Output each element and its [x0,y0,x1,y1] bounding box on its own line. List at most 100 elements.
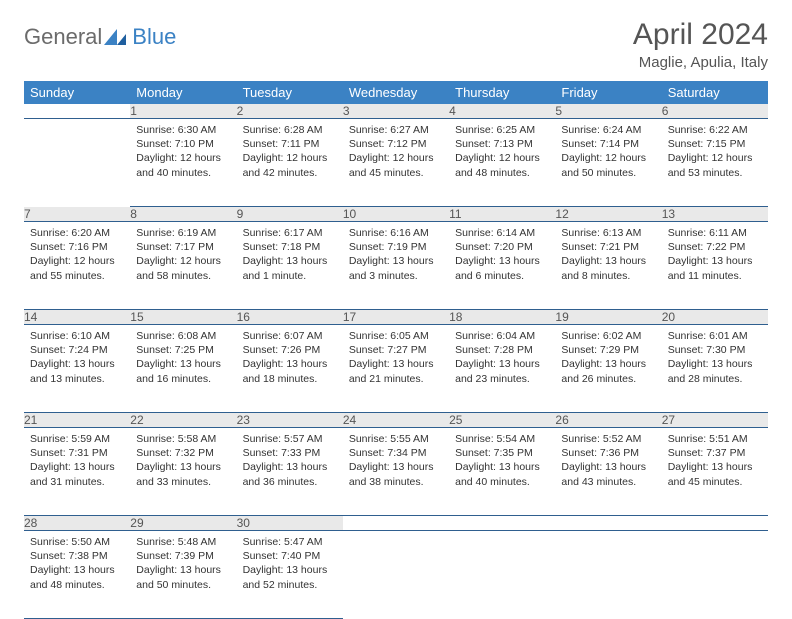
logo-mark-icon [104,27,130,47]
day-number-cell: 5 [555,104,661,119]
day-number-cell: 9 [237,207,343,222]
day-content-row: Sunrise: 5:50 AM Sunset: 7:38 PM Dayligh… [24,531,768,619]
day-number-cell: 25 [449,413,555,428]
day-cell: Sunrise: 5:48 AM Sunset: 7:39 PM Dayligh… [130,531,236,619]
day-content-text: Sunrise: 5:59 AM Sunset: 7:31 PM Dayligh… [24,428,130,495]
day-cell: Sunrise: 6:17 AM Sunset: 7:18 PM Dayligh… [237,222,343,310]
day-number-cell: 10 [343,207,449,222]
day-cell: Sunrise: 6:11 AM Sunset: 7:22 PM Dayligh… [662,222,768,310]
day-number-cell: 27 [662,413,768,428]
day-number-cell: 20 [662,310,768,325]
day-cell: Sunrise: 6:27 AM Sunset: 7:12 PM Dayligh… [343,119,449,207]
day-number-cell: 12 [555,207,661,222]
weekday-header: Saturday [662,81,768,104]
title-block: April 2024 Maglie, Apulia, Italy [633,18,768,71]
day-content-row: Sunrise: 6:30 AM Sunset: 7:10 PM Dayligh… [24,119,768,207]
day-number-cell [555,516,661,531]
day-number-cell: 13 [662,207,768,222]
weekday-header: Sunday [24,81,130,104]
day-content-text: Sunrise: 6:16 AM Sunset: 7:19 PM Dayligh… [343,222,449,289]
day-cell: Sunrise: 5:54 AM Sunset: 7:35 PM Dayligh… [449,428,555,516]
day-cell: Sunrise: 6:07 AM Sunset: 7:26 PM Dayligh… [237,325,343,413]
day-cell [24,119,130,207]
day-cell: Sunrise: 6:16 AM Sunset: 7:19 PM Dayligh… [343,222,449,310]
day-content-text: Sunrise: 6:10 AM Sunset: 7:24 PM Dayligh… [24,325,130,392]
day-number-cell: 18 [449,310,555,325]
day-content-text: Sunrise: 6:14 AM Sunset: 7:20 PM Dayligh… [449,222,555,289]
day-cell: Sunrise: 6:28 AM Sunset: 7:11 PM Dayligh… [237,119,343,207]
day-number-cell: 11 [449,207,555,222]
day-number-cell [343,516,449,531]
day-number-cell: 4 [449,104,555,119]
day-content-text: Sunrise: 5:55 AM Sunset: 7:34 PM Dayligh… [343,428,449,495]
day-content-text: Sunrise: 5:47 AM Sunset: 7:40 PM Dayligh… [237,531,343,598]
day-cell [555,531,661,619]
calendar-table: Sunday Monday Tuesday Wednesday Thursday… [24,81,768,619]
day-number-cell: 26 [555,413,661,428]
day-number-row: 78910111213 [24,207,768,222]
day-content-text: Sunrise: 5:58 AM Sunset: 7:32 PM Dayligh… [130,428,236,495]
day-cell [449,531,555,619]
day-cell: Sunrise: 6:13 AM Sunset: 7:21 PM Dayligh… [555,222,661,310]
day-cell: Sunrise: 6:10 AM Sunset: 7:24 PM Dayligh… [24,325,130,413]
day-content-text: Sunrise: 6:25 AM Sunset: 7:13 PM Dayligh… [449,119,555,186]
day-cell: Sunrise: 5:57 AM Sunset: 7:33 PM Dayligh… [237,428,343,516]
day-cell: Sunrise: 5:55 AM Sunset: 7:34 PM Dayligh… [343,428,449,516]
weekday-header-row: Sunday Monday Tuesday Wednesday Thursday… [24,81,768,104]
day-content-row: Sunrise: 6:10 AM Sunset: 7:24 PM Dayligh… [24,325,768,413]
day-cell: Sunrise: 6:20 AM Sunset: 7:16 PM Dayligh… [24,222,130,310]
day-cell: Sunrise: 6:05 AM Sunset: 7:27 PM Dayligh… [343,325,449,413]
day-number-cell: 17 [343,310,449,325]
day-content-text: Sunrise: 6:07 AM Sunset: 7:26 PM Dayligh… [237,325,343,392]
day-cell: Sunrise: 6:04 AM Sunset: 7:28 PM Dayligh… [449,325,555,413]
day-number-cell: 8 [130,207,236,222]
day-number-cell: 15 [130,310,236,325]
day-number-row: 282930 [24,516,768,531]
day-number-cell: 22 [130,413,236,428]
day-number-cell: 6 [662,104,768,119]
day-cell [662,531,768,619]
location-text: Maglie, Apulia, Italy [633,54,768,71]
day-content-text: Sunrise: 6:28 AM Sunset: 7:11 PM Dayligh… [237,119,343,186]
day-content-text: Sunrise: 6:27 AM Sunset: 7:12 PM Dayligh… [343,119,449,186]
day-content-text: Sunrise: 6:02 AM Sunset: 7:29 PM Dayligh… [555,325,661,392]
day-number-cell: 16 [237,310,343,325]
day-cell: Sunrise: 6:24 AM Sunset: 7:14 PM Dayligh… [555,119,661,207]
day-number-cell: 2 [237,104,343,119]
day-cell: Sunrise: 6:19 AM Sunset: 7:17 PM Dayligh… [130,222,236,310]
logo: General Blue [24,24,176,50]
day-content-text: Sunrise: 5:54 AM Sunset: 7:35 PM Dayligh… [449,428,555,495]
day-number-row: 21222324252627 [24,413,768,428]
weekday-header: Friday [555,81,661,104]
calendar-body: 123456Sunrise: 6:30 AM Sunset: 7:10 PM D… [24,104,768,619]
day-content-text: Sunrise: 6:05 AM Sunset: 7:27 PM Dayligh… [343,325,449,392]
day-content-text: Sunrise: 6:13 AM Sunset: 7:21 PM Dayligh… [555,222,661,289]
day-cell: Sunrise: 5:50 AM Sunset: 7:38 PM Dayligh… [24,531,130,619]
day-number-row: 123456 [24,104,768,119]
day-number-cell: 7 [24,207,130,222]
day-content-text: Sunrise: 6:19 AM Sunset: 7:17 PM Dayligh… [130,222,236,289]
day-number-cell: 29 [130,516,236,531]
day-cell: Sunrise: 5:52 AM Sunset: 7:36 PM Dayligh… [555,428,661,516]
month-title: April 2024 [633,18,768,52]
day-number-cell [24,104,130,119]
day-content-row: Sunrise: 6:20 AM Sunset: 7:16 PM Dayligh… [24,222,768,310]
day-content-text: Sunrise: 6:11 AM Sunset: 7:22 PM Dayligh… [662,222,768,289]
day-content-text: Sunrise: 5:51 AM Sunset: 7:37 PM Dayligh… [662,428,768,495]
day-cell: Sunrise: 6:25 AM Sunset: 7:13 PM Dayligh… [449,119,555,207]
day-content-text: Sunrise: 6:24 AM Sunset: 7:14 PM Dayligh… [555,119,661,186]
day-content-text: Sunrise: 6:20 AM Sunset: 7:16 PM Dayligh… [24,222,130,289]
day-number-cell: 23 [237,413,343,428]
day-number-cell: 21 [24,413,130,428]
day-content-text: Sunrise: 6:30 AM Sunset: 7:10 PM Dayligh… [130,119,236,186]
logo-text-general: General [24,24,102,50]
day-content-text: Sunrise: 5:48 AM Sunset: 7:39 PM Dayligh… [130,531,236,598]
day-cell: Sunrise: 5:58 AM Sunset: 7:32 PM Dayligh… [130,428,236,516]
day-cell: Sunrise: 6:02 AM Sunset: 7:29 PM Dayligh… [555,325,661,413]
day-number-cell [449,516,555,531]
day-number-cell: 24 [343,413,449,428]
weekday-header: Tuesday [237,81,343,104]
day-content-text: Sunrise: 6:04 AM Sunset: 7:28 PM Dayligh… [449,325,555,392]
day-content-text: Sunrise: 6:22 AM Sunset: 7:15 PM Dayligh… [662,119,768,186]
day-content-text: Sunrise: 6:17 AM Sunset: 7:18 PM Dayligh… [237,222,343,289]
